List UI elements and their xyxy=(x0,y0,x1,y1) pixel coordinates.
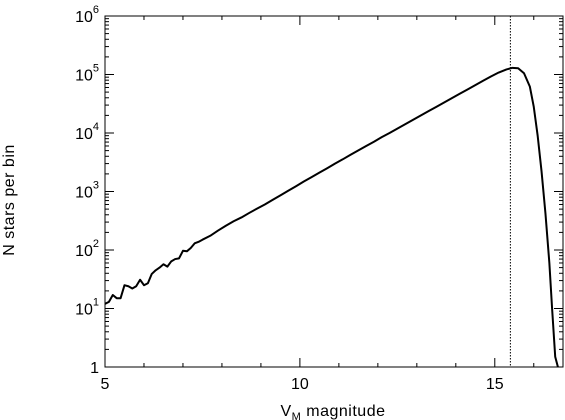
y-tick-label-base: 10 xyxy=(75,126,93,143)
y-tick-label-base: 10 xyxy=(75,243,93,260)
y-tick-label: 106 xyxy=(75,4,99,26)
x-axis-title-rest: magnitude xyxy=(301,403,385,420)
x-axis-title-subscript: M xyxy=(292,411,302,420)
plot-area xyxy=(104,15,564,368)
y-tick-label-base: 10 xyxy=(75,302,93,319)
y-tick-label-exponent: 3 xyxy=(93,180,99,192)
y-tick-label: 104 xyxy=(75,121,99,143)
y-tick-label: 102 xyxy=(75,238,99,260)
plot-frame xyxy=(104,15,564,368)
y-tick-label-exponent: 4 xyxy=(93,121,99,133)
y-tick-label-exponent: 6 xyxy=(93,4,99,16)
axis-ticks xyxy=(104,16,563,368)
y-axis-title: N stars per bin xyxy=(1,144,18,256)
y-tick-label: 105 xyxy=(75,63,99,85)
y-tick-label-exponent: 2 xyxy=(93,238,99,250)
y-tick-label-exponent: 1 xyxy=(93,297,99,309)
x-tick-label: 5 xyxy=(101,376,110,393)
series-line-0 xyxy=(105,66,559,367)
y-tick-label: 101 xyxy=(75,297,99,319)
y-tick-label: 1 xyxy=(90,360,99,377)
x-tick-label: 15 xyxy=(486,376,504,393)
y-tick-label-base: 10 xyxy=(75,68,93,85)
x-axis-title: VM magnitude xyxy=(280,403,385,420)
y-tick-label-base: 10 xyxy=(75,185,93,202)
y-tick-label-base: 10 xyxy=(75,9,93,26)
y-tick-label-exponent: 5 xyxy=(93,63,99,75)
y-tick-label: 103 xyxy=(75,180,99,202)
x-tick-label: 10 xyxy=(291,376,309,393)
x-axis-title-main: V xyxy=(280,403,291,420)
